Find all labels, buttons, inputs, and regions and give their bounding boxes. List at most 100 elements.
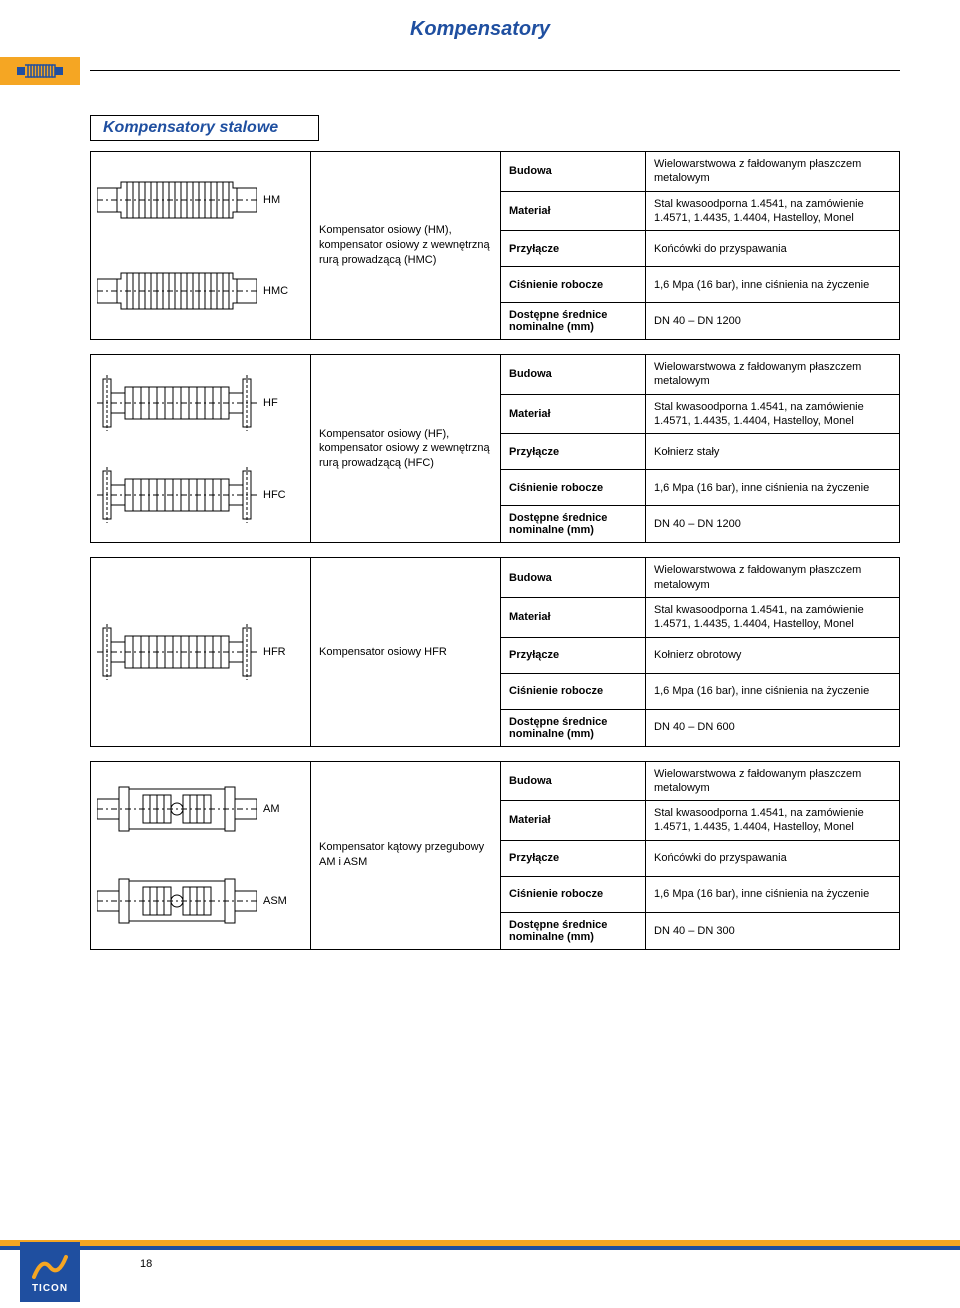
description-column: Kompensator osiowy (HM), kompensator osi… [311,152,501,339]
spec-key: Materiał [501,192,646,231]
description-column: Kompensator osiowy HFR [311,558,501,745]
spec-key: Ciśnienie robocze [501,470,646,505]
image-column: HF HFC [91,355,311,542]
diagram-label: HM [263,194,280,206]
spec-value: Wielowarstwowa z fałdowanym płaszczem me… [646,152,899,191]
spec-value: 1,6 Mpa (16 bar), inne ciśnienia na życz… [646,267,899,302]
spec-column: BudowaWielowarstwowa z fałdowanym płaszc… [501,558,899,745]
spec-value: Końcówki do przyspawania [646,841,899,876]
spec-row: Ciśnienie robocze1,6 Mpa (16 bar), inne … [501,267,899,303]
product-block: HM HMC Kompensator osiowy (HM), kompensato… [90,151,900,340]
compensator-diagram-icon [97,170,257,230]
spec-value: Wielowarstwowa z fałdowanym płaszczem me… [646,558,899,597]
spec-row: MateriałStal kwasoodporna 1.4541, na zam… [501,598,899,638]
image-column: HFR [91,558,311,745]
spec-key: Przyłącze [501,434,646,469]
spec-key: Budowa [501,762,646,801]
spec-value: DN 40 – DN 600 [646,710,899,746]
spec-key: Przyłącze [501,638,646,673]
diagram-wrap: HF [97,373,304,433]
spec-value: 1,6 Mpa (16 bar), inne ciśnienia na życz… [646,674,899,709]
spec-value: Stal kwasoodporna 1.4541, na zamówienie … [646,192,899,231]
diagram-label: HFR [263,646,286,658]
image-column: AM ASM [91,762,311,949]
ticon-logo-icon [30,1251,70,1281]
spec-row: PrzyłączeKońcówki do przyspawania [501,841,899,877]
spec-key: Dostępne średnice nominalne (mm) [501,710,646,746]
spec-key: Ciśnienie robocze [501,674,646,709]
spec-key: Ciśnienie robocze [501,877,646,912]
diagram-wrap: HFC [97,465,304,525]
spec-column: BudowaWielowarstwowa z fałdowanym płaszc… [501,762,899,949]
spec-value: Końcówki do przyspawania [646,231,899,266]
spec-key: Dostępne średnice nominalne (mm) [501,913,646,949]
compensator-diagram-icon [97,622,257,682]
description-column: Kompensator osiowy (HF), kompensator osi… [311,355,501,542]
spec-value: 1,6 Mpa (16 bar), inne ciśnienia na życz… [646,877,899,912]
spec-row: PrzyłączeKołnierz obrotowy [501,638,899,674]
spec-row: BudowaWielowarstwowa z fałdowanym płaszc… [501,558,899,598]
spec-value: Wielowarstwowa z fałdowanym płaszczem me… [646,355,899,394]
compensator-diagram-icon [97,373,257,433]
diagram-wrap: HMC [97,261,304,321]
page-number: 18 [140,1258,152,1270]
diagram-wrap: AM [97,779,304,839]
spec-value: Stal kwasoodporna 1.4541, na zamówienie … [646,598,899,637]
spec-row: Dostępne średnice nominalne (mm)DN 40 – … [501,303,899,339]
spec-key: Budowa [501,558,646,597]
footer-bar-blue [0,1246,960,1250]
spec-key: Przyłącze [501,841,646,876]
spec-value: Stal kwasoodporna 1.4541, na zamówienie … [646,395,899,434]
section-title: Kompensatory stalowe [90,115,319,141]
compensator-diagram-icon [97,465,257,525]
spec-key: Materiał [501,598,646,637]
spec-value: Stal kwasoodporna 1.4541, na zamówienie … [646,801,899,840]
spec-key: Materiał [501,801,646,840]
spec-row: PrzyłączeKołnierz stały [501,434,899,470]
product-block: HFR Kompensator osiowy HFRBudowaWielowars… [90,557,900,746]
spec-row: MateriałStal kwasoodporna 1.4541, na zam… [501,395,899,435]
spec-value: Wielowarstwowa z fałdowanym płaszczem me… [646,762,899,801]
compensator-diagram-icon [97,871,257,931]
spec-value: Kołnierz stały [646,434,899,469]
page: Kompensatory Ko [0,0,960,1308]
spec-value: 1,6 Mpa (16 bar), inne ciśnienia na życz… [646,470,899,505]
compensator-diagram-icon [97,779,257,839]
diagram-wrap: HM [97,170,304,230]
product-block: HF HFC Kompensator osiowy (HF), kompensato… [90,354,900,543]
diagram-label: HFC [263,489,286,501]
spec-key: Przyłącze [501,231,646,266]
diagram-wrap: ASM [97,871,304,931]
page-title: Kompensatory [60,18,900,41]
spec-row: Ciśnienie robocze1,6 Mpa (16 bar), inne … [501,674,899,710]
spec-key: Budowa [501,152,646,191]
header-icon-strip [0,57,80,85]
spec-column: BudowaWielowarstwowa z fałdowanym płaszc… [501,152,899,339]
spec-row: Dostępne średnice nominalne (mm)DN 40 – … [501,710,899,746]
image-column: HM HMC [91,152,311,339]
spec-key: Materiał [501,395,646,434]
diagram-label: HF [263,397,278,409]
page-footer: TICON 18 [0,1228,960,1308]
diagram-label: HMC [263,285,288,297]
spec-value: DN 40 – DN 300 [646,913,899,949]
footer-logo-text: TICON [32,1283,68,1294]
product-block: AM ASM Kompensator kątowy przegubowy AM i … [90,761,900,950]
spec-row: PrzyłączeKońcówki do przyspawania [501,231,899,267]
spec-key: Dostępne średnice nominalne (mm) [501,506,646,542]
compensator-diagram-icon [97,261,257,321]
description-column: Kompensator kątowy przegubowy AM i ASM [311,762,501,949]
diagram-label: ASM [263,895,287,907]
spec-row: Ciśnienie robocze1,6 Mpa (16 bar), inne … [501,470,899,506]
spec-row: Ciśnienie robocze1,6 Mpa (16 bar), inne … [501,877,899,913]
spec-column: BudowaWielowarstwowa z fałdowanym płaszc… [501,355,899,542]
diagram-label: AM [263,803,280,815]
footer-logo: TICON [20,1242,80,1302]
spec-key: Budowa [501,355,646,394]
spec-row: Dostępne średnice nominalne (mm)DN 40 – … [501,506,899,542]
spec-key: Ciśnienie robocze [501,267,646,302]
header-rule [90,70,900,71]
spec-key: Dostępne średnice nominalne (mm) [501,303,646,339]
spec-value: DN 40 – DN 1200 [646,303,899,339]
spec-value: DN 40 – DN 1200 [646,506,899,542]
